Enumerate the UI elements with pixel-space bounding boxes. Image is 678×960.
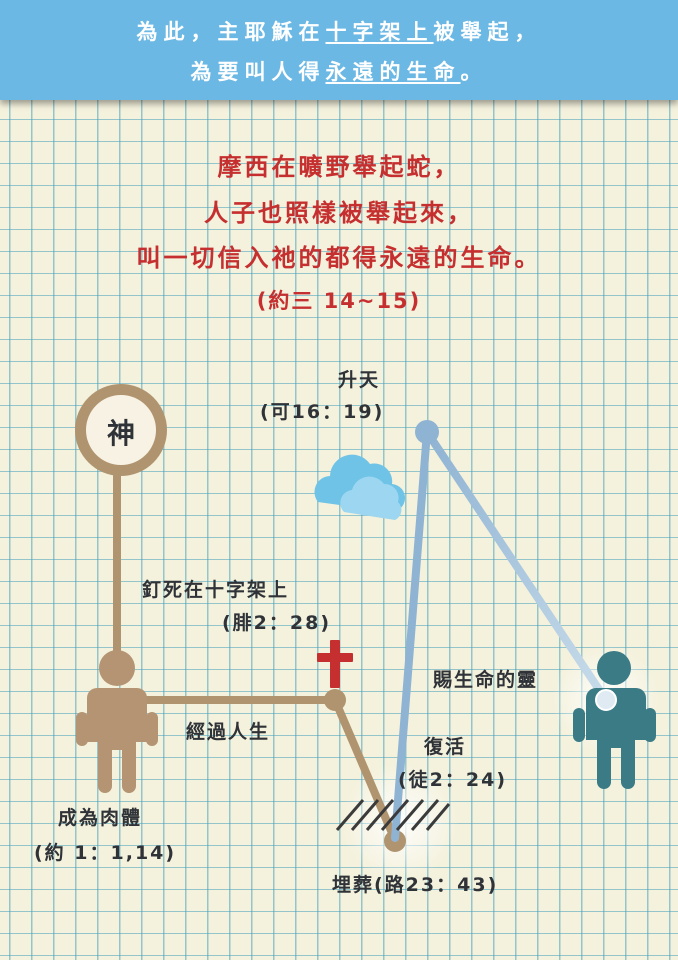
crucifixion-title: 釘死在十字架上 xyxy=(142,579,290,601)
resurrection-ref: (徒2：24) xyxy=(398,769,508,791)
human-figure-icon xyxy=(76,650,158,793)
ascension-title: 升天 xyxy=(338,369,381,391)
resurrection-title: 復活 xyxy=(424,736,467,758)
cross-icon xyxy=(317,640,353,688)
ascension-node xyxy=(415,420,439,444)
believer-figure-icon xyxy=(573,651,656,789)
verse-line-1: 摩西在曠野舉起蛇， xyxy=(217,153,461,181)
god-label: 神 xyxy=(106,417,135,450)
life-passage-label: 經過人生 xyxy=(186,721,271,743)
spirit-of-life-label: 賜生命的靈 xyxy=(433,669,539,691)
burial-label: 埋葬(路23：43) xyxy=(332,874,499,896)
verse-reference: (約三 14~15) xyxy=(256,289,422,313)
resurrection-path xyxy=(391,428,431,842)
incarnation-ref: (約 1：1,14) xyxy=(34,842,177,864)
spirit-node xyxy=(595,689,617,711)
incarnation-title: 成為肉體 xyxy=(58,807,143,829)
cross-node xyxy=(324,689,346,711)
spirit-path xyxy=(423,428,610,704)
tomb-hatching xyxy=(335,799,451,831)
ascension-ref: (可16：19) xyxy=(260,401,385,423)
verse-line-2: 人子也照樣被舉起來， xyxy=(204,199,474,227)
header-line-2: 為要叫人得永遠的生命。 xyxy=(190,60,488,84)
header-banner: 為此，主耶穌在十字架上被舉起， 為要叫人得永遠的生命。 xyxy=(0,0,678,100)
crucifixion-ref: (腓2：28) xyxy=(222,612,332,634)
god-node-inner xyxy=(86,395,156,465)
header-line-1: 為此，主耶穌在十字架上被舉起， xyxy=(136,20,542,44)
verse-line-3: 叫一切信入祂的都得永遠的生命。 xyxy=(136,244,542,272)
cloud-icon xyxy=(314,454,406,520)
